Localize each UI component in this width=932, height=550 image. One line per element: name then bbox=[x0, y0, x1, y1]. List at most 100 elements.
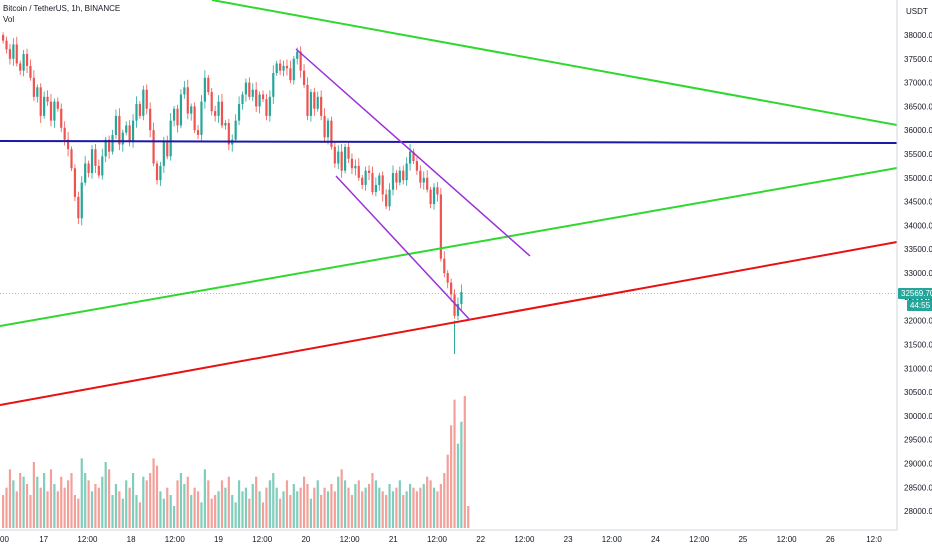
volume-bar bbox=[460, 421, 463, 528]
candle-body bbox=[118, 115, 121, 145]
volume-bar bbox=[388, 484, 391, 528]
volume-bar bbox=[149, 473, 152, 528]
time-tick-label: 12:00 bbox=[427, 535, 448, 544]
candle bbox=[244, 78, 248, 102]
volume-bar bbox=[395, 487, 398, 528]
time-tick-label: 26 bbox=[826, 535, 835, 544]
price-tick-label: 32000.00 bbox=[904, 317, 932, 326]
candle-body bbox=[46, 96, 49, 102]
candle bbox=[302, 64, 306, 88]
candle bbox=[395, 170, 398, 190]
volume-bar bbox=[330, 484, 333, 528]
volume-bar bbox=[207, 480, 210, 528]
candle-body bbox=[193, 106, 196, 131]
volume-bar bbox=[302, 476, 306, 528]
candle bbox=[272, 65, 275, 104]
volume-bar bbox=[385, 495, 388, 528]
price-tick-label: 29500.00 bbox=[904, 436, 932, 445]
candle-body bbox=[371, 173, 374, 193]
candle-body bbox=[402, 170, 405, 181]
volume-bar bbox=[296, 491, 299, 528]
candle bbox=[138, 101, 141, 119]
volume-bar bbox=[19, 473, 22, 528]
volume-bar bbox=[183, 484, 186, 528]
candle bbox=[364, 166, 367, 191]
candle-body bbox=[66, 139, 70, 150]
volume-bar bbox=[344, 480, 347, 528]
candle bbox=[97, 159, 100, 179]
candle bbox=[32, 70, 35, 102]
volume-bar bbox=[80, 458, 83, 528]
volume-bar bbox=[313, 487, 316, 528]
volume-bar bbox=[36, 476, 39, 528]
volume-bar bbox=[111, 495, 114, 528]
currency-label: USDT bbox=[906, 7, 928, 16]
candle-body bbox=[162, 142, 165, 166]
volume-bar bbox=[381, 491, 384, 528]
candle bbox=[306, 77, 309, 121]
volume-bar bbox=[258, 491, 261, 528]
green-upper-trendline[interactable] bbox=[211, 0, 898, 126]
candle bbox=[46, 90, 49, 106]
volume-bar bbox=[367, 484, 371, 528]
candle bbox=[313, 88, 316, 116]
candle-body bbox=[456, 303, 460, 316]
candle-body bbox=[80, 182, 83, 219]
volume-bar bbox=[446, 454, 449, 528]
volume-bar bbox=[306, 484, 309, 528]
candle-body bbox=[190, 106, 193, 114]
channel-upper-line[interactable] bbox=[295, 48, 531, 257]
volume-bar bbox=[299, 487, 302, 528]
volume-bar bbox=[391, 491, 395, 528]
candle bbox=[210, 88, 213, 116]
red-support-trendline[interactable] bbox=[0, 241, 898, 406]
price-tick-label: 37000.00 bbox=[904, 79, 932, 88]
candle-body bbox=[173, 108, 176, 121]
candle-body bbox=[344, 146, 347, 171]
volume-bar bbox=[8, 469, 12, 528]
candle bbox=[268, 90, 271, 122]
volume-bar bbox=[138, 502, 141, 528]
candle-body bbox=[114, 115, 118, 135]
candle-body bbox=[415, 161, 419, 171]
candle-body bbox=[408, 151, 412, 164]
candle bbox=[77, 191, 80, 224]
candle-body bbox=[179, 94, 183, 126]
volume-bar bbox=[135, 495, 138, 528]
volume-bar bbox=[408, 484, 412, 528]
candle-body bbox=[258, 94, 261, 107]
price-tick-label: 38000.00 bbox=[904, 31, 932, 40]
volume-bar bbox=[453, 399, 456, 528]
volume-bar bbox=[70, 473, 73, 528]
candle-body bbox=[87, 163, 90, 174]
volume-bar bbox=[32, 462, 35, 528]
candle bbox=[285, 59, 289, 76]
candle bbox=[87, 160, 90, 178]
channel-lower-line[interactable] bbox=[335, 175, 471, 321]
candle-body bbox=[128, 125, 131, 143]
candle bbox=[385, 189, 388, 210]
candle bbox=[162, 136, 165, 174]
candle-body bbox=[388, 189, 391, 207]
candle bbox=[53, 98, 56, 128]
candle-body bbox=[364, 170, 367, 185]
volume-bar bbox=[405, 491, 408, 528]
volume-bar bbox=[108, 469, 111, 528]
candle bbox=[224, 120, 227, 130]
candle-body bbox=[169, 120, 172, 157]
volume-bar bbox=[220, 480, 224, 528]
volume-bar bbox=[361, 491, 364, 528]
green-lower-trendline[interactable] bbox=[0, 167, 898, 327]
candle bbox=[391, 165, 395, 196]
volume-bar bbox=[46, 491, 49, 528]
candle-body bbox=[32, 77, 35, 97]
candle-body bbox=[289, 68, 292, 81]
candle bbox=[326, 117, 330, 145]
volume-bar bbox=[203, 469, 206, 528]
candle bbox=[190, 103, 193, 121]
candle-body bbox=[176, 108, 179, 126]
candle-body bbox=[453, 294, 456, 316]
volume-bar bbox=[125, 480, 128, 528]
horizontal-resistance-line[interactable] bbox=[0, 140, 898, 144]
